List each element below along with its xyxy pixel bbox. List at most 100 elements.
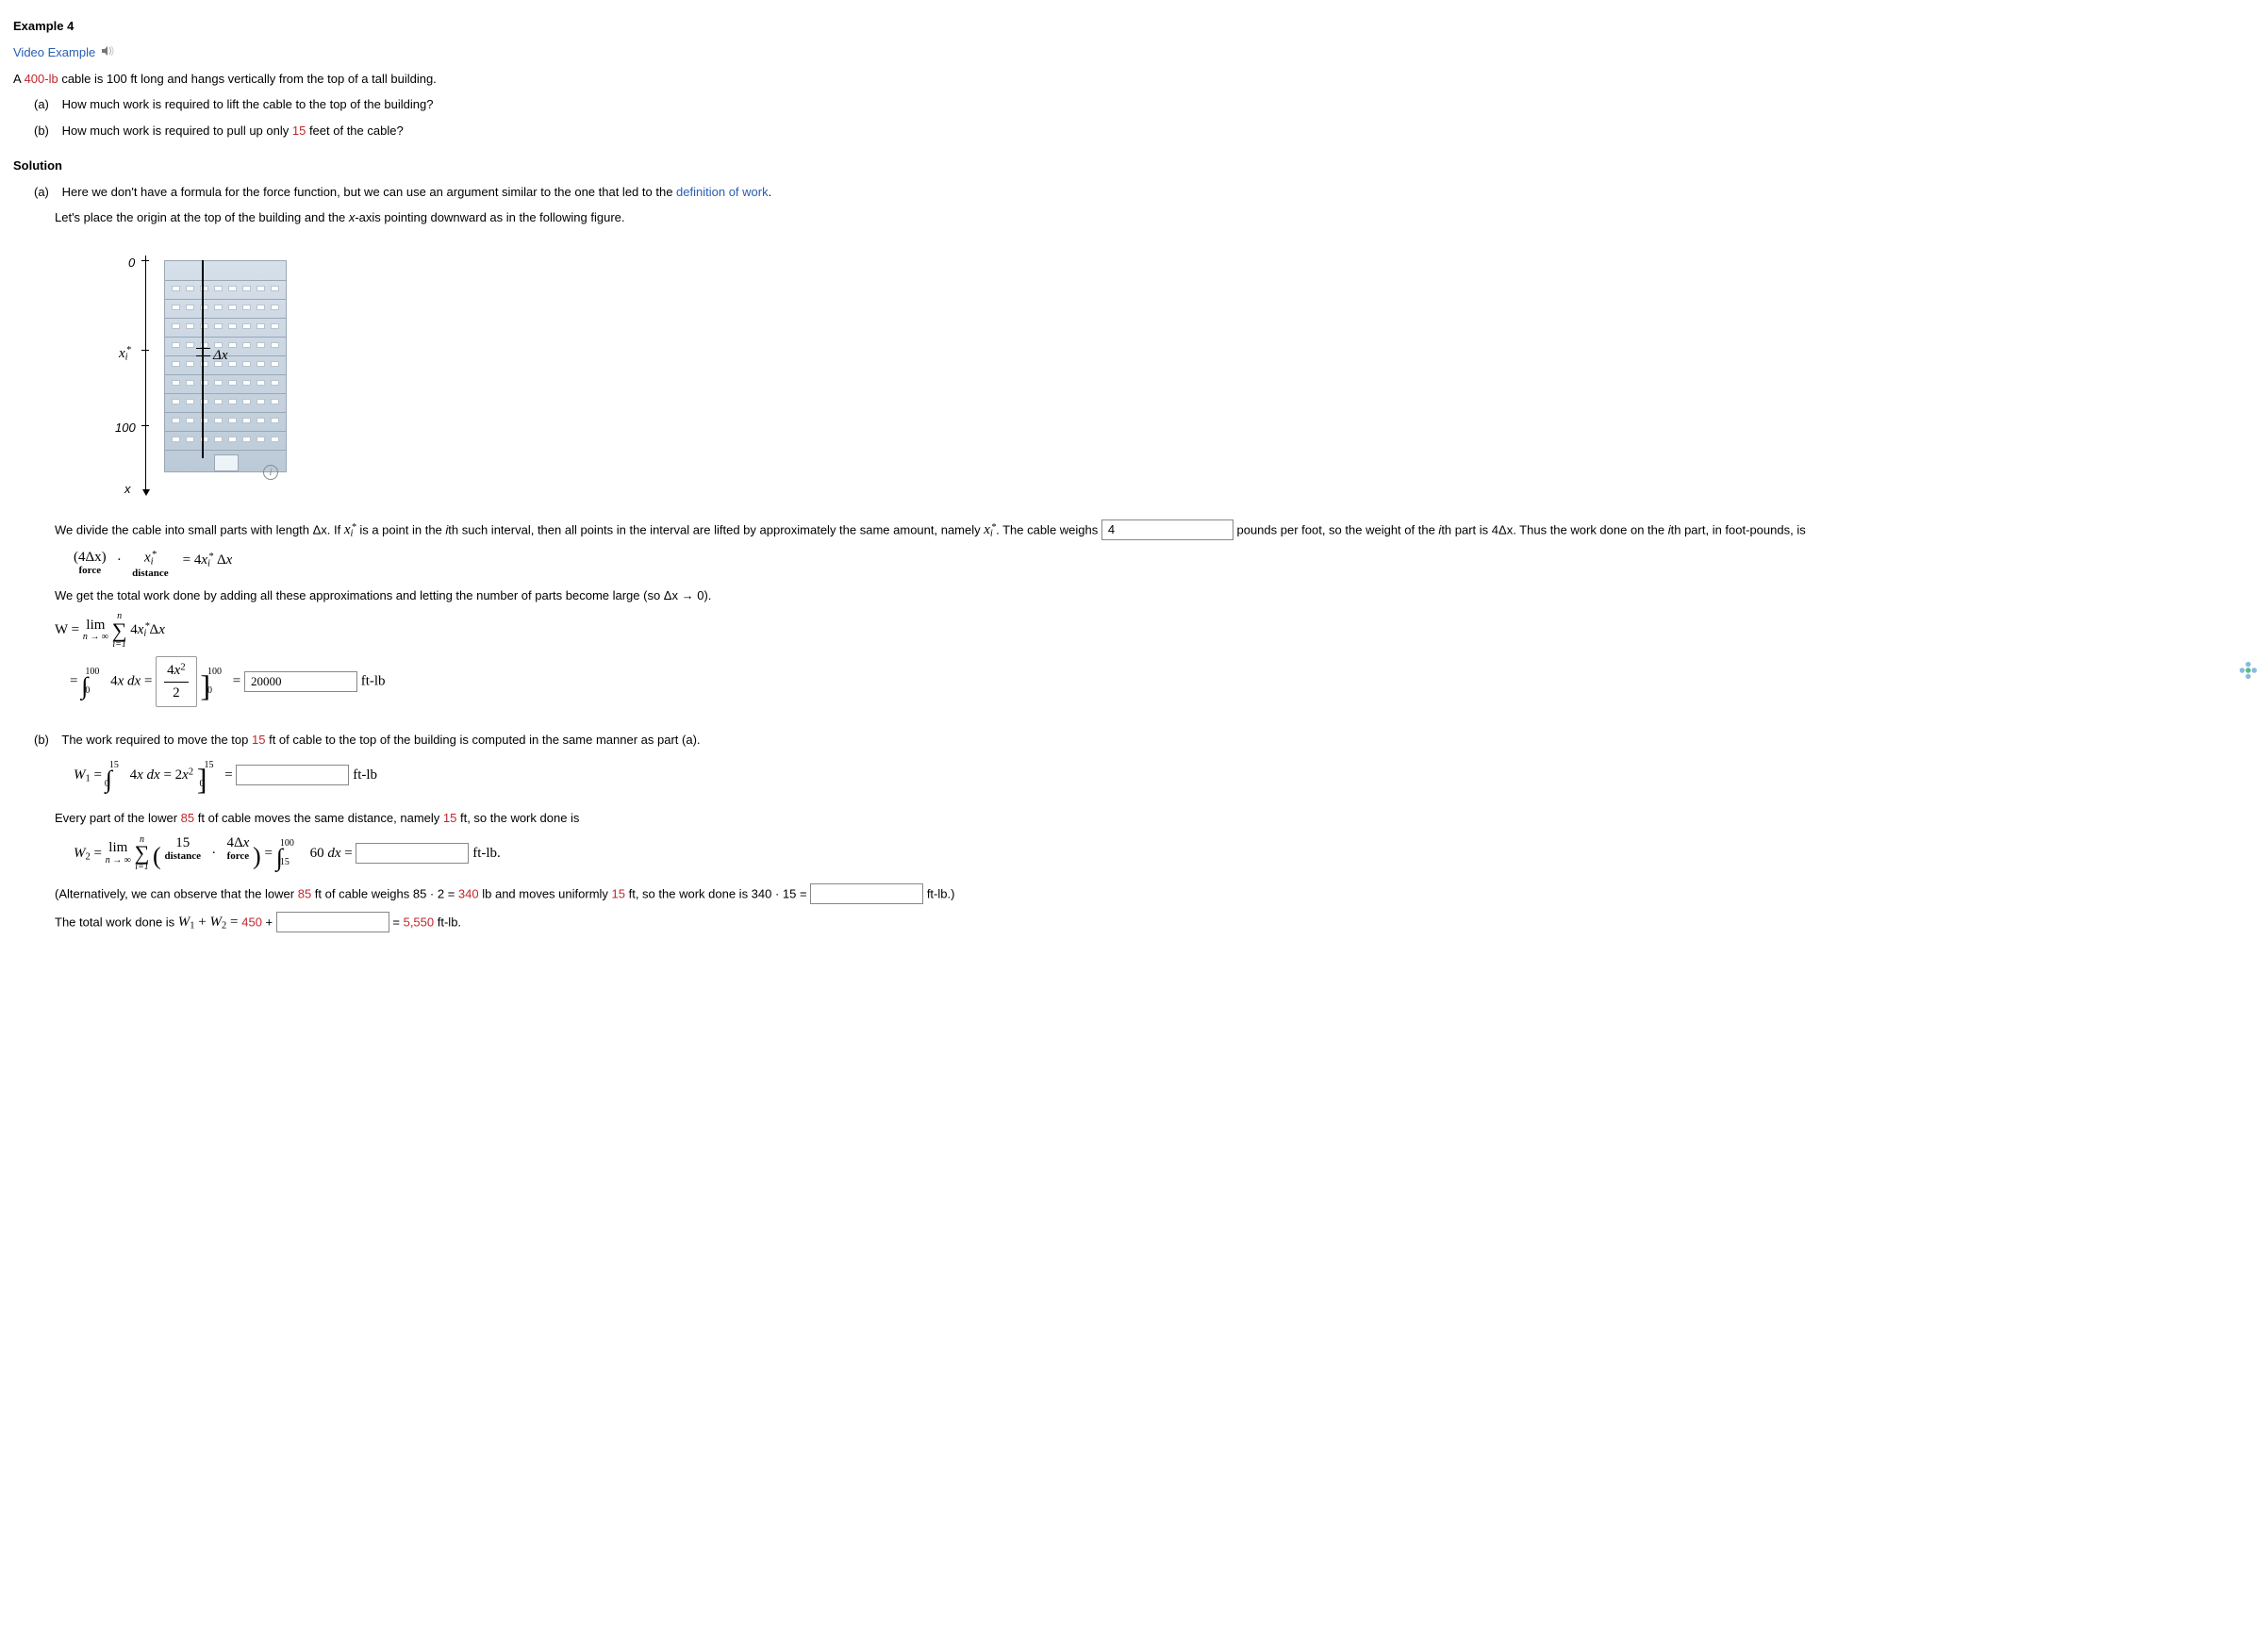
lim: lim bbox=[83, 618, 108, 634]
dot: · bbox=[117, 552, 122, 568]
building-figure: 0 xi* 100 x Δx bbox=[70, 246, 334, 501]
value: 450 bbox=[241, 915, 262, 929]
label-a: (a) bbox=[34, 95, 58, 114]
lim-bound: n → ∞ bbox=[106, 856, 131, 866]
text: Here we don't have a formula for the for… bbox=[62, 185, 676, 199]
definition-of-work-link[interactable]: definition of work bbox=[676, 185, 769, 199]
text: ft-lb.) bbox=[923, 886, 954, 900]
problem-intro: A 400-lb cable is 100 ft long and hangs … bbox=[13, 70, 2255, 89]
text: ft of cable to the top of the building i… bbox=[265, 733, 700, 747]
value: 15 bbox=[612, 886, 625, 900]
b-bot: 0 bbox=[207, 685, 212, 696]
building-icon bbox=[164, 260, 287, 472]
int-top: 15 bbox=[109, 760, 119, 770]
alternative-line: (Alternatively, we can observe that the … bbox=[55, 883, 2255, 904]
part-b-sol-line1: (b) The work required to move the top 15… bbox=[34, 731, 2255, 750]
dx-label: Δx bbox=[213, 345, 227, 367]
w1-eq: W1 = ∫150 4x dx = 2x2 ]150 = ft-lb bbox=[74, 756, 2255, 801]
audio-icon[interactable] bbox=[101, 43, 116, 62]
flower-badge-icon bbox=[2238, 660, 2259, 681]
part-a-sol-line1: (a) Here we don't have a formula for the… bbox=[34, 183, 2255, 202]
text: feet of the cable? bbox=[306, 124, 403, 138]
b-top: 15 bbox=[204, 760, 213, 770]
int-top: 100 bbox=[85, 667, 99, 677]
text: How much work is required to lift the ca… bbox=[62, 97, 434, 111]
x-axis-label: x bbox=[124, 480, 131, 499]
text: We divide the cable into small parts wit… bbox=[55, 522, 344, 536]
text: th such interval, then all points in the… bbox=[448, 522, 984, 536]
weight-per-foot-input[interactable] bbox=[1101, 519, 1233, 540]
text: = bbox=[389, 915, 404, 929]
w-limit-eq: W = lim n → ∞ n ∑ i=1 4xi*Δx bbox=[55, 612, 2255, 649]
text: + bbox=[262, 915, 276, 929]
text: is a point in the bbox=[356, 522, 446, 536]
w2-answer-input[interactable] bbox=[356, 843, 469, 864]
int-bot: 15 bbox=[280, 857, 290, 867]
eq: = bbox=[233, 674, 244, 689]
tick-xi: xi* bbox=[119, 343, 131, 365]
text: How much work is required to pull up onl… bbox=[62, 124, 292, 138]
weight-value: 400-lb bbox=[25, 72, 58, 86]
value: 15 bbox=[252, 733, 265, 747]
force-distance-eq: (4Δx) force · xi* distance = 4xi* Δx bbox=[74, 550, 2255, 579]
eq: = bbox=[264, 846, 275, 861]
part-b-question: (b) How much work is required to pull up… bbox=[34, 122, 2255, 140]
dist-lbl: distance bbox=[164, 850, 201, 862]
lhs: W = bbox=[55, 622, 83, 637]
text: -axis pointing downward as in the follow… bbox=[355, 210, 624, 224]
lim: lim bbox=[106, 841, 131, 856]
lim-bound: n → ∞ bbox=[83, 633, 108, 643]
label-b: (b) bbox=[34, 122, 58, 140]
value: 15 bbox=[443, 811, 456, 825]
a-para3: We get the total work done by adding all… bbox=[55, 586, 2255, 605]
text: ft, so the work done is bbox=[456, 811, 579, 825]
text: ft of cable moves the same distance, nam… bbox=[194, 811, 443, 825]
w2-eq: W2 = lim n → ∞ n ∑ i=1 ( 15 distance · 4… bbox=[74, 835, 2255, 876]
text: ft-lb. bbox=[434, 915, 461, 929]
unit: ft-lb. bbox=[472, 846, 501, 861]
part-a-question: (a) How much work is required to lift th… bbox=[34, 95, 2255, 114]
info-icon[interactable]: i bbox=[263, 465, 278, 480]
video-example-link[interactable]: Video Example bbox=[13, 45, 95, 59]
a-para2: We divide the cable into small parts wit… bbox=[55, 519, 2255, 542]
text: cable is 100 ft long and hangs verticall… bbox=[58, 72, 437, 86]
label-b: (b) bbox=[34, 731, 58, 750]
unit: ft-lb bbox=[353, 767, 377, 783]
tick-100: 100 bbox=[115, 419, 136, 437]
text: A bbox=[13, 72, 25, 86]
value: 15 bbox=[292, 124, 306, 138]
force-lbl: force bbox=[226, 850, 249, 862]
dot: · bbox=[211, 846, 216, 861]
eq: = bbox=[70, 674, 81, 689]
int-top: 100 bbox=[280, 838, 294, 849]
int-bot: 0 bbox=[105, 779, 109, 789]
w1-answer-input[interactable] bbox=[236, 765, 349, 785]
value: 5,550 bbox=[404, 915, 435, 929]
label-a: (a) bbox=[34, 183, 58, 202]
text: th part, in foot-pounds, is bbox=[1671, 522, 1806, 536]
int-bot: 0 bbox=[85, 685, 90, 696]
den: 2 bbox=[164, 683, 188, 704]
w-integral-eq: = ∫1000 4x dx = 4x2 2 ]1000 = ft-lb bbox=[70, 656, 2255, 708]
text: The work required to move the top bbox=[61, 733, 252, 747]
solution-heading: Solution bbox=[13, 157, 2255, 175]
text: . bbox=[769, 185, 772, 199]
alt-answer-input[interactable] bbox=[810, 883, 923, 904]
unit: ft-lb bbox=[361, 674, 386, 689]
b-bot: 0 bbox=[199, 779, 204, 789]
text: Every part of the lower bbox=[55, 811, 181, 825]
text: Let's place the origin at the top of the… bbox=[55, 210, 349, 224]
w-answer-input[interactable] bbox=[244, 671, 357, 692]
dist-top: 15 bbox=[164, 835, 201, 851]
total-input[interactable] bbox=[276, 912, 389, 932]
text: . The cable weighs bbox=[996, 522, 1101, 536]
value: 85 bbox=[298, 886, 311, 900]
eq: = bbox=[224, 767, 236, 783]
text: lb and moves uniformly bbox=[479, 886, 612, 900]
value: 340 bbox=[458, 886, 479, 900]
b-top: 100 bbox=[207, 667, 222, 677]
cable-line bbox=[202, 260, 204, 458]
example-heading: Example 4 bbox=[13, 17, 2255, 36]
value: 85 bbox=[181, 811, 194, 825]
text: (Alternatively, we can observe that the … bbox=[55, 886, 298, 900]
